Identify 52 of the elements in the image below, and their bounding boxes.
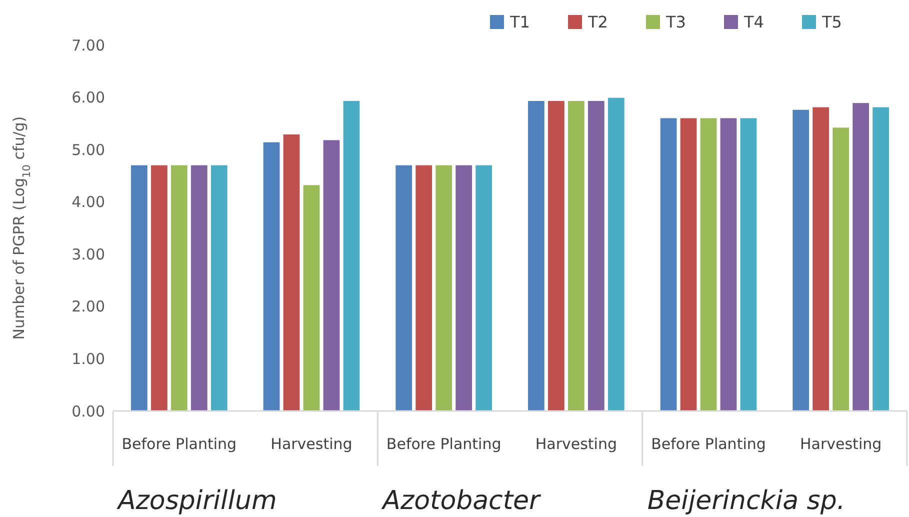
y-tick-label: 7.00 — [72, 36, 105, 54]
bar — [792, 110, 810, 411]
bar — [283, 134, 300, 411]
text: Beijerinckia sp. — [647, 486, 846, 516]
bar — [568, 100, 584, 411]
x-tick-label: Harvesting — [800, 435, 882, 453]
bar — [396, 165, 412, 411]
bar — [548, 100, 564, 411]
bar — [608, 98, 624, 411]
bar — [130, 165, 148, 411]
bar — [416, 165, 432, 411]
bar — [170, 165, 188, 411]
text: Azospirillum — [116, 486, 277, 516]
y-tick-label: 3.00 — [72, 245, 105, 264]
bar — [263, 142, 280, 411]
text: Azotobacter — [380, 486, 542, 516]
x-tick-label: Harvesting — [535, 435, 617, 453]
bar — [680, 118, 697, 411]
bar — [323, 140, 340, 411]
y-tick-label: 0.00 — [72, 402, 105, 420]
bar — [210, 165, 228, 411]
bar — [660, 118, 677, 411]
x-tick-label: Before Planting — [386, 435, 502, 453]
bar — [832, 128, 850, 411]
y-tick-label: 2.00 — [72, 298, 105, 316]
bar — [456, 165, 472, 411]
bar — [343, 100, 360, 411]
bar — [812, 107, 830, 411]
bar — [190, 165, 208, 411]
bar — [720, 118, 737, 411]
y-tick-label: 5.00 — [72, 140, 105, 159]
legend-label: T2 — [587, 12, 608, 32]
bar — [852, 103, 870, 411]
bar — [303, 185, 320, 411]
legend-label: T4 — [743, 12, 764, 32]
bar — [528, 100, 544, 411]
legend-label: T1 — [509, 12, 530, 32]
y-tick-label: 4.00 — [72, 193, 105, 212]
y-tick-label: 1.00 — [72, 350, 105, 368]
x-tick-label: Before Planting — [651, 435, 766, 453]
x-tick-label: Harvesting — [270, 435, 352, 453]
y-tick-label: 6.00 — [72, 88, 105, 107]
bar — [872, 107, 890, 411]
bar — [476, 165, 492, 411]
legend-label: T3 — [665, 12, 686, 32]
legend-label: T5 — [821, 12, 842, 32]
bar — [588, 100, 604, 411]
bar — [740, 118, 757, 411]
bar — [150, 165, 168, 411]
x-tick-label: Before Planting — [122, 435, 237, 453]
bar — [700, 118, 717, 411]
bar — [436, 165, 452, 411]
